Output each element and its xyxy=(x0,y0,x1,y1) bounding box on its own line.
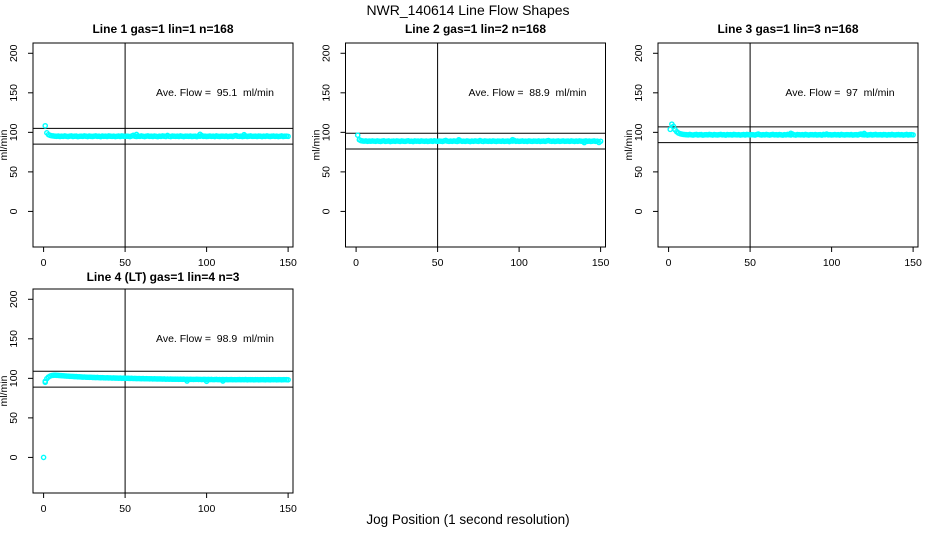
y-tick-label: 0 xyxy=(8,208,20,214)
x-tick-label: 100 xyxy=(198,257,216,269)
subplot-2-title: Line 2 gas=1 lin=2 n=168 xyxy=(405,22,546,36)
y-tick-label: 150 xyxy=(321,84,333,102)
x-tick-label: 100 xyxy=(510,257,528,269)
subplot-2-ave-flow-annotation: Ave. Flow = 88.9 ml/min xyxy=(469,87,587,99)
data-point xyxy=(197,131,203,138)
y-tick-label: 0 xyxy=(321,208,333,214)
y-tick-label: 0 xyxy=(633,208,645,214)
subplot-4-axes: 0 50 100 150 0 50 100 150 200 xyxy=(8,288,297,515)
data-point xyxy=(220,378,226,384)
data-point xyxy=(910,132,916,138)
subplot-1-y-axis-label: ml/min xyxy=(0,129,10,160)
y-tick-label: 100 xyxy=(8,369,20,387)
plot-frame xyxy=(657,42,919,248)
data-point xyxy=(40,454,47,461)
x-tick-label: 50 xyxy=(744,257,756,269)
x-tick-label: 150 xyxy=(279,503,297,515)
data-point xyxy=(285,376,291,383)
data-points xyxy=(667,121,916,138)
y-tick-label: 200 xyxy=(633,44,645,62)
data-point xyxy=(203,378,210,385)
subplot-3-ave-flow-annotation: Ave. Flow = 97 ml/min xyxy=(785,87,894,99)
y-tick-label: 50 xyxy=(8,412,20,424)
data-point xyxy=(455,136,462,143)
data-point xyxy=(241,131,247,138)
data-point xyxy=(788,130,794,137)
x-tick-label: 150 xyxy=(279,257,297,269)
x-tick-label: 0 xyxy=(41,257,47,269)
x-tick-label: 0 xyxy=(353,257,359,269)
y-tick-label: 200 xyxy=(8,290,20,308)
subplot-4-y-axis-label: ml/min xyxy=(0,375,10,406)
subplot-1-ave-flow-annotation: Ave. Flow = 95.1 ml/min xyxy=(156,87,274,99)
x-tick-label: 50 xyxy=(119,257,131,269)
plot-frame xyxy=(32,288,294,494)
y-tick-label: 150 xyxy=(8,84,20,102)
subplot-3-y-axis-label: ml/min xyxy=(623,129,635,160)
data-point xyxy=(581,139,588,146)
y-tick-label: 100 xyxy=(633,123,645,141)
y-tick-label: 200 xyxy=(321,44,333,62)
x-tick-label: 150 xyxy=(904,257,922,269)
y-tick-label: 150 xyxy=(633,84,645,102)
y-tick-label: 0 xyxy=(8,454,20,460)
x-tick-label: 100 xyxy=(198,503,216,515)
plot-frame xyxy=(345,42,606,248)
data-point xyxy=(509,136,516,143)
y-tick-label: 100 xyxy=(8,123,20,141)
y-tick-label: 50 xyxy=(321,166,333,178)
subplot-2-y-axis-label: ml/min xyxy=(311,129,323,160)
data-point xyxy=(354,132,361,138)
data-point xyxy=(42,379,49,386)
y-tick-label: 100 xyxy=(321,123,333,141)
x-axis-caption: Jog Position (1 second resolution) xyxy=(366,512,569,527)
subplot-4-ave-flow-annotation: Ave. Flow = 98.9 ml/min xyxy=(156,333,274,345)
subplot-3-axes: 0 50 100 150 0 50 100 150 200 xyxy=(633,42,922,269)
data-point xyxy=(667,126,674,133)
data-point xyxy=(597,138,604,145)
data-point xyxy=(184,378,190,384)
subplot-2-axes: 0 50 100 150 0 50 100 150 200 xyxy=(321,42,610,269)
data-points xyxy=(354,132,604,146)
x-tick-label: 150 xyxy=(592,257,610,269)
x-tick-label: 0 xyxy=(666,257,672,269)
subplot-3-title: Line 3 gas=1 lin=3 n=168 xyxy=(717,22,858,36)
data-point xyxy=(861,130,868,137)
y-tick-label: 50 xyxy=(633,166,645,178)
data-point xyxy=(285,133,291,140)
x-tick-label: 100 xyxy=(823,257,841,269)
subplot-1-title: Line 1 gas=1 lin=1 n=168 xyxy=(92,22,233,36)
data-point xyxy=(133,131,140,138)
x-tick-label: 50 xyxy=(119,503,131,515)
y-tick-label: 200 xyxy=(8,44,20,62)
data-point xyxy=(42,122,49,129)
y-tick-label: 150 xyxy=(8,330,20,348)
data-points xyxy=(40,372,291,461)
plot-frame xyxy=(32,42,294,248)
figure-title: NWR_140614 Line Flow Shapes xyxy=(366,2,569,18)
x-tick-label: 50 xyxy=(432,257,444,269)
subplot-1-axes: 0 50 100 150 0 50 100 150 200 xyxy=(8,42,297,269)
x-tick-label: 0 xyxy=(41,503,47,515)
data-points xyxy=(42,122,291,140)
y-tick-label: 50 xyxy=(8,166,20,178)
subplot-4-title: Line 4 (LT) gas=1 lin=4 n=3 xyxy=(87,270,240,284)
